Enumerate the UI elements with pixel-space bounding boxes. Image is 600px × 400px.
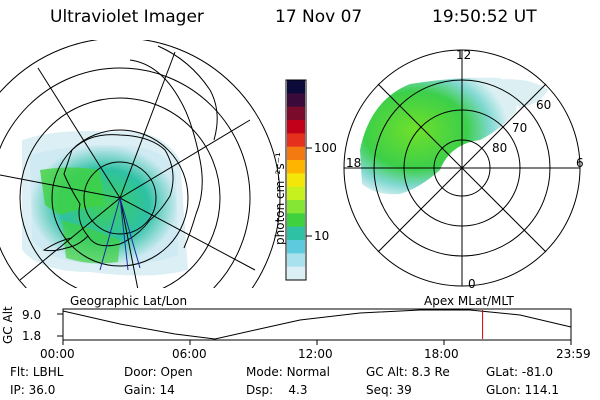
timeline-axis-label: GC Alt (1, 306, 15, 344)
timeline-xtick-1800: 18:00 (424, 347, 459, 361)
mlat-label-60: 60 (536, 98, 552, 112)
mlat-grid (343, 49, 581, 287)
colorbar-band (287, 106, 305, 121)
status-gain: Gain: 14 (124, 383, 175, 397)
colorbar-band (287, 173, 305, 188)
orbit-plot-frame (62, 308, 572, 341)
colorbar (287, 80, 305, 281)
right-panel-caption: Apex MLat/MLT (424, 294, 514, 308)
timeline-ytick-9: 9.0 (22, 308, 42, 322)
colorbar-tick-10: 10 (314, 229, 330, 243)
colorbar-band (287, 240, 305, 254)
status-dsp: Dsp: 4.3 (246, 383, 308, 397)
altitude-curve (62, 309, 572, 340)
timeline-xtick-1200: 12:00 (298, 347, 333, 361)
colorbar-tick-100: 100 (314, 141, 337, 155)
header-time: 19:50:52 UT (432, 7, 537, 27)
continent-outline (42, 45, 218, 252)
mlt-label-6: 6 (576, 156, 584, 170)
mlat-label-80: 80 (492, 141, 508, 155)
colorbar-band (287, 146, 305, 161)
colorbar-band (287, 80, 305, 94)
left-panel-caption: Geographic Lat/Lon (70, 294, 188, 308)
terminator-lines (99, 197, 141, 271)
colorbar-band (287, 93, 305, 108)
geo-grid (0, 40, 281, 288)
mlt-label-0: 0 (468, 277, 476, 291)
mlat-label-70: 70 (512, 121, 528, 135)
status-seq: Seq: 39 (366, 383, 412, 397)
colorbar-unit-label: photon cm⁻²s⁻¹ (273, 152, 287, 245)
colorbar-band (287, 186, 305, 201)
colorbar-band (287, 213, 305, 228)
status-glat: GLat: -81.0 (486, 365, 553, 379)
status-mode: Mode: Normal (246, 365, 330, 379)
instrument-title: Ultraviolet Imager (50, 7, 204, 27)
colorbar-band (287, 133, 305, 148)
timeline-ytick-1: 1.8 (22, 329, 42, 343)
timeline-xtick-0000: 00:00 (40, 347, 75, 361)
status-flt: Flt: LBHL (10, 365, 64, 379)
geographic-image (0, 40, 281, 288)
header-date: 17 Nov 07 (275, 7, 363, 27)
colorbar-band (287, 120, 305, 134)
colorbar-band (287, 266, 305, 281)
timeline-xtick-0600: 06:00 (172, 347, 207, 361)
mlt-label-12: 12 (456, 48, 472, 62)
status-ip: IP: 36.0 (10, 383, 56, 397)
colorbar-band (287, 253, 305, 268)
status-door: Door: Open (124, 365, 193, 379)
mlt-label-18: 18 (346, 156, 362, 170)
timeline-xtick-2359: 23:59 (556, 347, 591, 361)
colorbar-band (287, 160, 305, 174)
status-glon: GLon: 114.1 (486, 383, 559, 397)
status-gcalt: GC Alt: 8.3 Re (366, 365, 450, 379)
colorbar-band (287, 226, 305, 241)
colorbar-band (287, 200, 305, 214)
